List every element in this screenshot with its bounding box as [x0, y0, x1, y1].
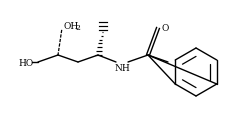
Text: 2: 2	[75, 24, 80, 32]
Text: NH: NH	[114, 64, 130, 73]
Text: OH: OH	[64, 22, 79, 31]
Text: O: O	[161, 24, 168, 33]
Text: HO: HO	[18, 58, 33, 68]
